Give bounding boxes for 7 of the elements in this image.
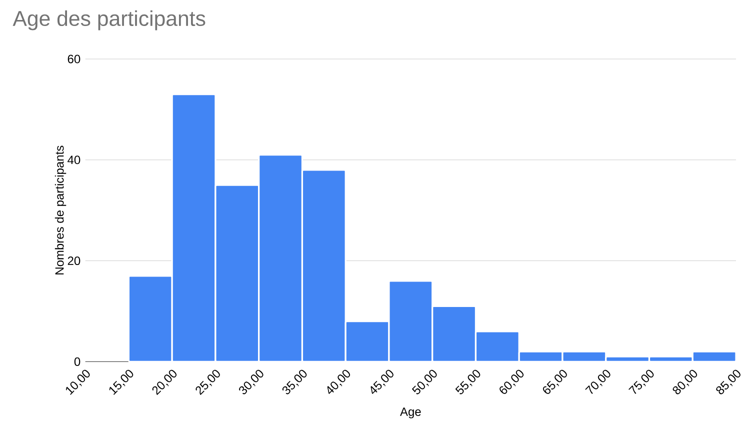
y-axis-title: Nombres de participants	[54, 146, 66, 274]
y-tick-label: 40	[68, 156, 80, 164]
y-tick-label: 60	[68, 54, 80, 64]
y-tick-label: 20	[68, 256, 80, 266]
chart-title: Age des participants	[12, 10, 206, 30]
y-tick-label: 0	[74, 357, 80, 366]
x-axis-title: Age	[400, 408, 421, 418]
